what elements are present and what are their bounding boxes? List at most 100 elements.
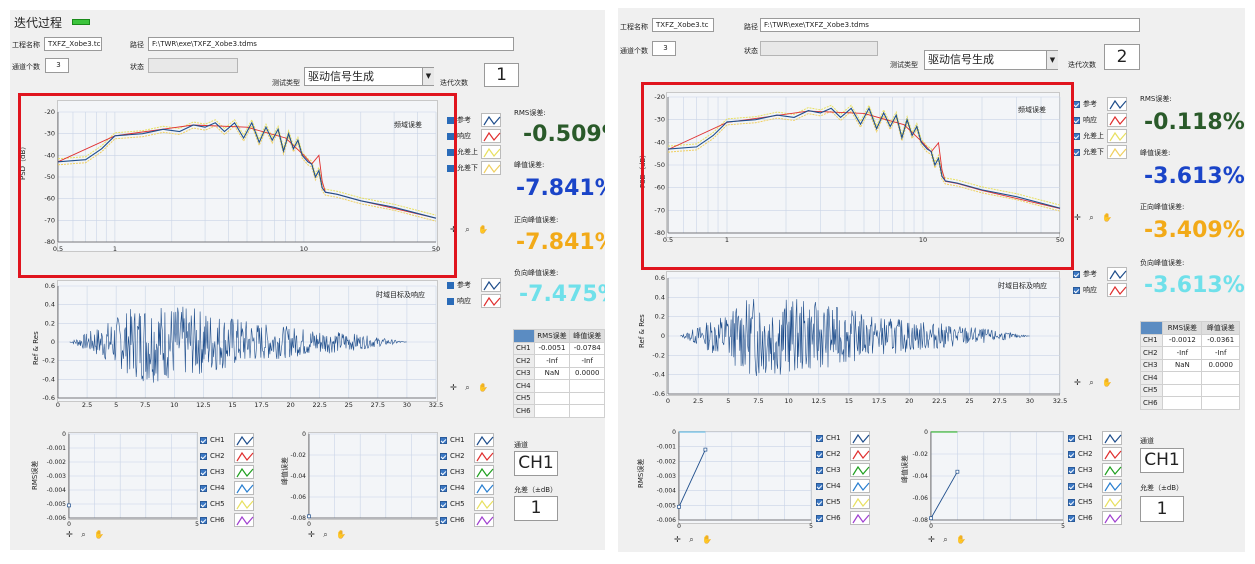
peak-graph-tools[interactable]: ✛ ⌕ ✋ — [928, 535, 970, 544]
channel-legend-row[interactable]: CH2 — [816, 446, 876, 462]
legend-swatch-res — [1107, 283, 1127, 297]
path-field[interactable]: F:\TWR\exe\TXFZ_Xobe3.tdms — [148, 37, 514, 51]
channel-legend-row[interactable]: CH1 — [200, 432, 258, 448]
time-plot-title: 时域目标及响应 — [998, 282, 1047, 290]
y-tick-label: -50 — [654, 161, 665, 169]
legend-checkbox-lower[interactable] — [447, 164, 454, 172]
series-lower-line — [667, 110, 1061, 212]
channel-legend-row[interactable]: CH3 — [200, 464, 258, 480]
channel-legend-row[interactable]: CH6 — [200, 512, 258, 528]
channel-legend-row[interactable]: CH6 — [816, 510, 876, 526]
channel-legend-row[interactable]: CH4 — [816, 478, 876, 494]
channel-checkbox[interactable] — [440, 468, 447, 476]
channel-checkbox[interactable] — [200, 436, 207, 444]
channel-legend-row[interactable]: CH1 — [816, 430, 876, 446]
channel-legend-row[interactable]: CH5 — [1068, 494, 1128, 510]
channel-checkbox[interactable] — [440, 516, 447, 524]
channel-checkbox[interactable] — [1068, 466, 1075, 474]
project-field[interactable]: TXFZ_Xobe3.tc — [44, 37, 102, 51]
x-tick-label: 20 — [286, 401, 294, 409]
dropdown-arrow-icon[interactable]: ▼ — [422, 68, 434, 85]
channel-checkbox[interactable] — [200, 484, 207, 492]
legend-checkbox-res[interactable] — [447, 297, 454, 305]
y-tick-label: 0 — [672, 429, 676, 436]
x-tick-label: 50 — [1056, 236, 1064, 244]
channel-checkbox[interactable] — [816, 466, 823, 474]
channel-value[interactable]: CH1 — [1140, 448, 1184, 473]
legend-checkbox-ref[interactable] — [447, 281, 454, 289]
y-tick-label: 0.4 — [45, 301, 55, 309]
channel-checkbox[interactable] — [200, 452, 207, 460]
test-type-select[interactable]: 驱动信号生成 — [304, 67, 434, 86]
channel-checkbox[interactable] — [440, 452, 447, 460]
channel-legend-row[interactable]: CH2 — [1068, 446, 1128, 462]
path-field[interactable]: F:\TWR\exe\TXFZ_Xobe3.tdms — [760, 18, 1140, 32]
y-tick-label: -30 — [654, 116, 665, 124]
channel-legend-row[interactable]: CH5 — [200, 496, 258, 512]
channel-checkbox[interactable] — [200, 516, 207, 524]
channel-legend-row[interactable]: CH4 — [440, 480, 498, 496]
series-reference-line — [680, 298, 1030, 377]
time-graph-tools[interactable]: ✛ ⌕ ✋ — [450, 383, 492, 392]
channel-legend-row[interactable]: CH4 — [1068, 478, 1128, 494]
channel-checkbox[interactable] — [1068, 498, 1075, 506]
channel-value[interactable]: CH1 — [514, 451, 558, 476]
channel-legend-row[interactable]: CH1 — [1068, 430, 1128, 446]
channel-legend-row[interactable]: CH5 — [440, 496, 498, 512]
legend-checkbox-upper[interactable] — [447, 148, 454, 156]
channel-legend-row[interactable]: CH3 — [1068, 462, 1128, 478]
channel-swatch — [850, 447, 870, 461]
channel-checkbox[interactable] — [1068, 434, 1075, 442]
rms-graph-tools[interactable]: ✛ ⌕ ✋ — [66, 530, 108, 539]
rms-graph-tools[interactable]: ✛ ⌕ ✋ — [674, 535, 716, 544]
channel-checkbox[interactable] — [440, 500, 447, 508]
channel-checkbox[interactable] — [200, 500, 207, 508]
channel-checkbox[interactable] — [440, 484, 447, 492]
freq-graph-tools[interactable]: ✛ ⌕ ✋ — [450, 225, 492, 234]
peak-graph-tools[interactable]: ✛ ⌕ ✋ — [308, 530, 350, 539]
tolerance-value[interactable]: 1 — [514, 496, 558, 521]
time-graph-tools[interactable]: ✛ ⌕ ✋ — [1074, 378, 1116, 387]
legend-checkbox-ref[interactable] — [1073, 270, 1080, 278]
project-field[interactable]: TXFZ_Xobe3.tc — [652, 18, 714, 32]
channel-checkbox[interactable] — [1068, 514, 1075, 522]
test-type-select[interactable]: 驱动信号生成 — [924, 50, 1058, 70]
legend-checkbox-res[interactable] — [1073, 286, 1080, 294]
x-tick-label: 32.5 — [429, 401, 443, 409]
channel-checkbox[interactable] — [816, 514, 823, 522]
channel-checkbox[interactable] — [816, 482, 823, 490]
channel-checkbox[interactable] — [440, 436, 447, 444]
dropdown-arrow-icon[interactable]: ▼ — [1046, 51, 1058, 69]
legend-swatch-res — [1107, 113, 1127, 127]
channel-checkbox[interactable] — [816, 450, 823, 458]
x-tick-label: 5 — [114, 401, 118, 409]
legend-swatch-upper — [481, 145, 501, 159]
path-label: 路径 — [744, 23, 758, 31]
channel-legend-row[interactable]: CH3 — [440, 464, 498, 480]
status-field — [148, 58, 238, 73]
channel-checkbox[interactable] — [200, 468, 207, 476]
channel-swatch — [474, 513, 494, 527]
channel-legend-row[interactable]: CH2 — [200, 448, 258, 464]
legend-checkbox-res[interactable] — [447, 132, 454, 140]
channel-legend-row[interactable]: CH2 — [440, 448, 498, 464]
freq-graph-tools[interactable]: ✛ ⌕ ✋ — [1074, 213, 1116, 222]
y-tick-label: -0.004 — [47, 487, 67, 494]
channel-legend-row[interactable]: CH5 — [816, 494, 876, 510]
channel-legend-row[interactable]: CH4 — [200, 480, 258, 496]
channel-checkbox[interactable] — [1068, 482, 1075, 490]
channel-legend-row[interactable]: CH3 — [816, 462, 876, 478]
channel-legend-row[interactable]: CH6 — [440, 512, 498, 528]
table-row: CH6 — [513, 404, 605, 418]
peak-label: 峰值误差: — [1140, 149, 1171, 157]
channel-checkbox[interactable] — [1068, 450, 1075, 458]
channel-legend-row[interactable]: CH6 — [1068, 510, 1128, 526]
channel-checkbox[interactable] — [816, 434, 823, 442]
channel-checkbox[interactable] — [816, 498, 823, 506]
table-row-header: CH6 — [1139, 396, 1164, 410]
legend-label: 允差上 — [457, 148, 478, 156]
tolerance-value[interactable]: 1 — [1140, 496, 1184, 522]
legend-checkbox-ref[interactable] — [447, 116, 454, 124]
channel-legend-row[interactable]: CH1 — [440, 432, 498, 448]
